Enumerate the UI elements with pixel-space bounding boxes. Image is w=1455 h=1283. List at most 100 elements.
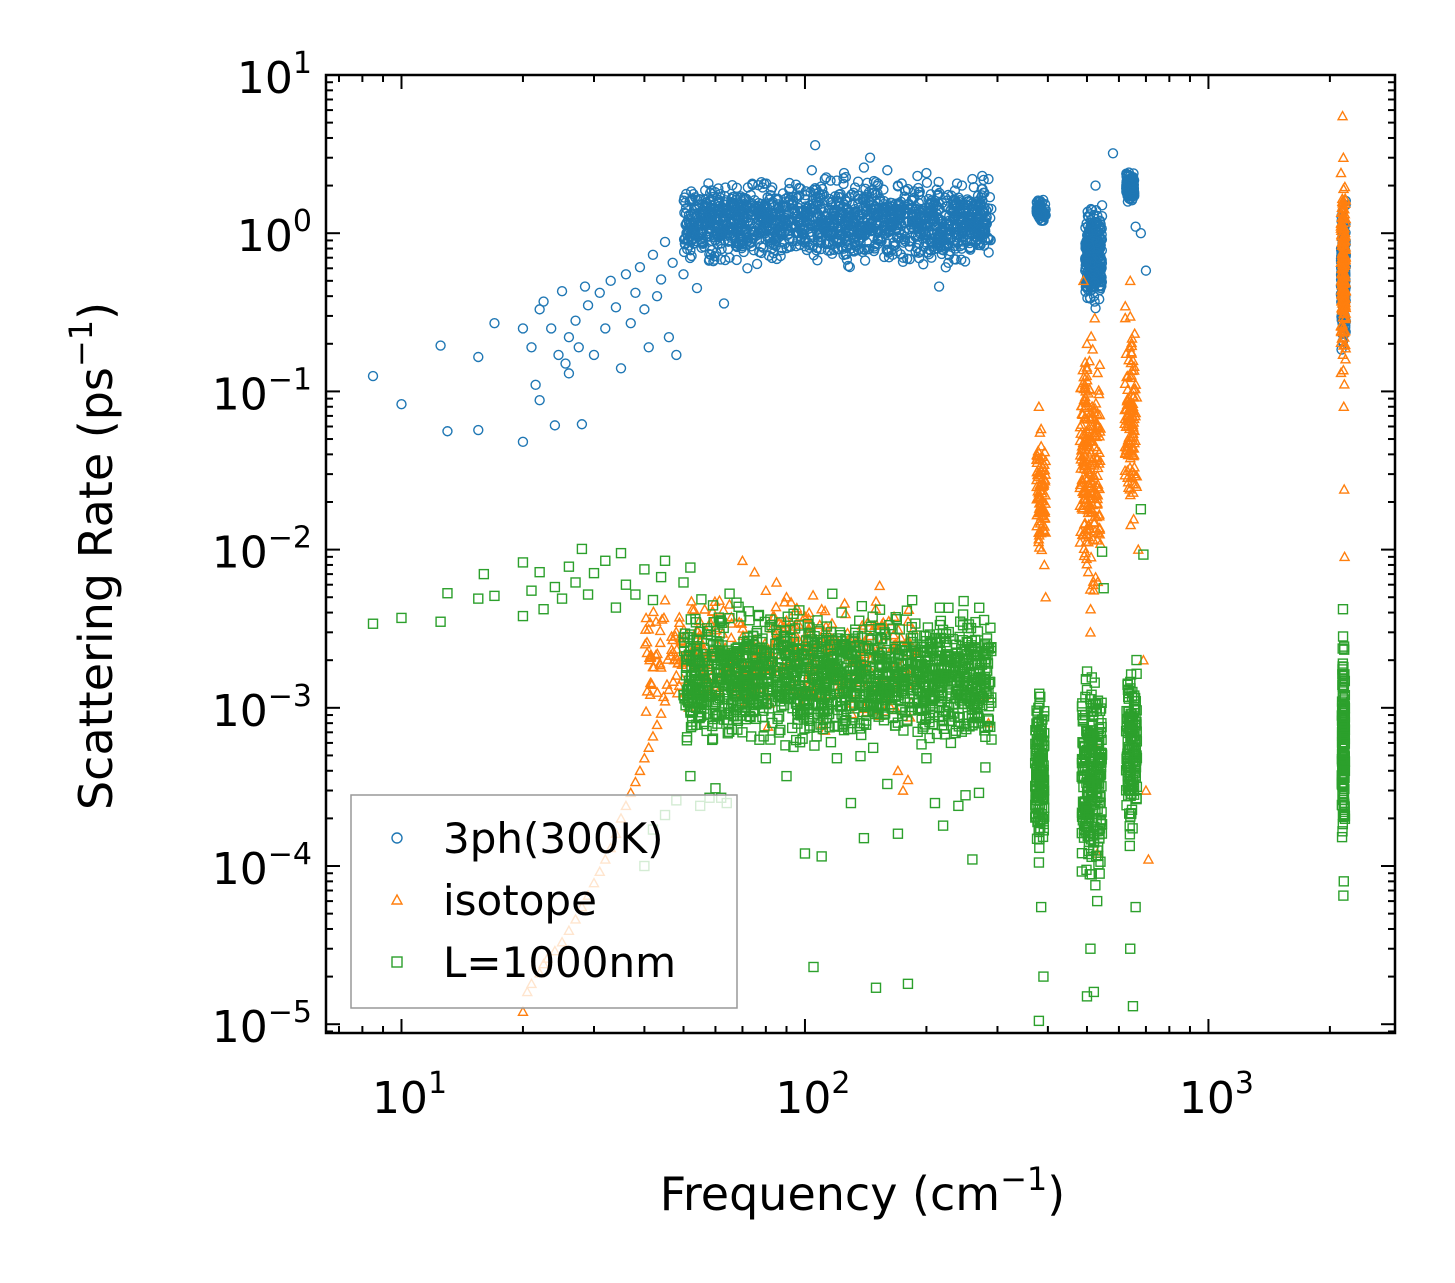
data-point [644,688,656,699]
data-point [915,227,927,238]
data-point [576,419,588,430]
data-point [799,237,811,248]
data-point [701,202,712,213]
data-point [1121,370,1134,381]
data-point [610,302,622,313]
data-point [933,189,944,201]
data-point [730,233,741,244]
data-point [806,165,818,176]
data-point [937,228,949,239]
data-point [1074,478,1087,490]
data-point [1079,547,1092,558]
data-point [952,229,963,240]
data-point [644,616,656,627]
data-point [538,296,549,307]
data-point [861,212,872,224]
data-point [1074,499,1086,510]
data-point [1124,310,1136,321]
data-point [1082,566,1094,577]
data-point [1089,510,1101,521]
data-point [659,594,671,605]
data-point [1080,222,1091,233]
data-point [956,180,968,191]
data-point [1140,784,1152,795]
data-point [838,178,849,190]
data-point [517,436,529,448]
data-point [783,241,795,252]
data-point [825,175,836,186]
data-point [1123,445,1135,456]
data-point [727,200,739,212]
data-point [866,187,878,199]
data-point [862,189,873,201]
data-point [780,591,793,602]
data-point [620,269,632,280]
data-point [762,192,773,203]
data-point [795,224,806,236]
data-point [643,741,655,752]
data-point [977,195,988,206]
data-point [771,235,782,246]
data-point [1140,265,1152,276]
data-point [534,394,545,406]
data-point [1075,399,1088,411]
data-point [732,221,743,232]
data-point [869,243,880,254]
data-point [900,217,911,228]
data-point [848,187,859,199]
data-point [681,735,693,746]
data-point [1033,200,1045,211]
data-point [884,205,895,217]
data-point [783,209,795,220]
data-point [789,206,800,218]
data-point [943,602,954,613]
data-point [794,239,806,251]
data-point [838,597,851,608]
data-point [1081,257,1092,269]
data-point [809,139,821,151]
data-point [812,235,824,246]
data-point [965,220,977,231]
data-point [1089,277,1100,288]
data-point [1033,533,1045,544]
data-point [530,379,541,391]
data-point [1091,481,1104,492]
data-point [1086,505,1099,517]
data-point [785,215,796,226]
data-point [685,228,697,239]
data-point [821,227,832,239]
data-point [714,226,726,238]
data-point [873,579,886,591]
data-point [828,204,840,216]
data-point [770,601,782,612]
data-point [1124,519,1137,530]
data-point [1033,400,1045,412]
data-point [1119,300,1131,311]
data-point [733,616,745,627]
data-point [1084,481,1096,493]
data-point [882,165,893,176]
data-point [1094,425,1106,436]
plot-area [367,110,1352,1027]
data-point [913,216,925,227]
data-point [785,596,797,607]
data-point [929,195,941,207]
data-point [579,281,591,292]
data-point [1032,445,1044,456]
data-point [736,242,748,254]
data-point [698,603,711,614]
data-point [731,254,742,266]
data-point [964,237,975,249]
data-point [686,250,697,262]
data-point [933,176,944,188]
data-point [556,285,568,297]
data-point [918,224,930,235]
data-point [1084,626,1097,637]
data-point [1096,200,1108,211]
data-point [751,258,763,270]
data-point [898,237,909,248]
data-point [695,224,706,236]
data-point [643,651,656,662]
data-point [888,203,900,215]
